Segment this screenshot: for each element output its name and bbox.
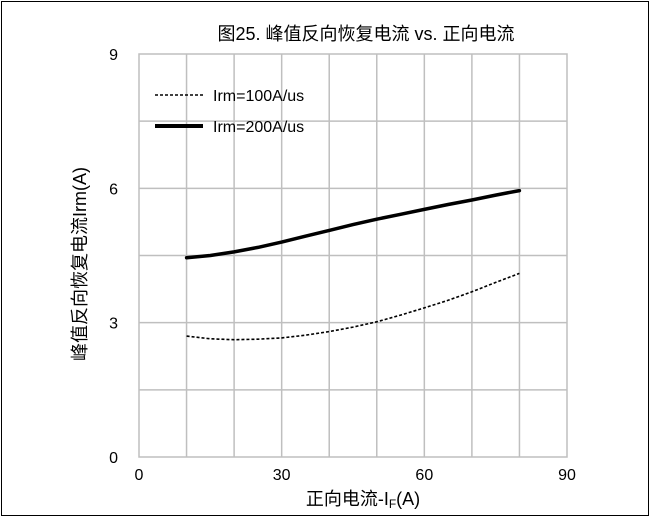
legend-label-irm-100: Irm=100A/us [213, 88, 304, 105]
series-line-irm-100 [186, 272, 520, 341]
y-axis-ticks: 0 3 6 9 [109, 47, 118, 467]
plot-area-border [138, 53, 568, 458]
x-axis-label-main: 正向电流-I [306, 489, 389, 509]
x-axis-label-suffix: (A) [396, 489, 420, 509]
y-tick-label: 9 [109, 47, 118, 64]
series-lines [184, 188, 522, 341]
x-tick-label: 0 [135, 467, 144, 484]
legend-label-irm-200: Irm=200A/us [213, 119, 304, 136]
x-axis-label: 正向电流-IF(A) [306, 489, 420, 511]
x-tick-label: 30 [273, 467, 291, 484]
x-tick-label: 90 [558, 467, 576, 484]
chart-title: 图25. 峰值反向恢复电流 vs. 正向电流 [217, 24, 514, 44]
series-line-irm-200 [184, 188, 522, 260]
grid [139, 54, 567, 457]
y-axis-label: 峰值反向恢复电流Irm(A) [70, 167, 90, 361]
legend: Irm=100A/us Irm=200A/us [155, 88, 304, 136]
y-tick-label: 6 [109, 181, 118, 198]
y-tick-label: 0 [109, 450, 118, 467]
x-axis-label-subscript: F [389, 497, 396, 511]
x-tick-label: 60 [415, 467, 433, 484]
x-axis-ticks: 0 30 60 90 [135, 467, 576, 484]
y-tick-label: 3 [109, 316, 118, 333]
